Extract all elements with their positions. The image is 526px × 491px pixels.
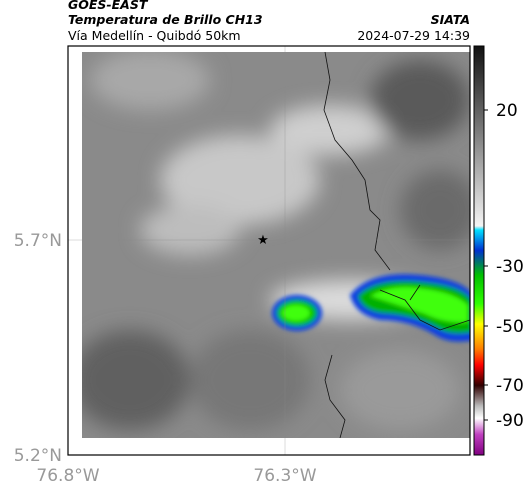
lat-label: 5.2°N <box>14 446 62 466</box>
location: Vía Medellín - Quibdó 50km <box>68 28 241 43</box>
colorbar-label: -90 <box>496 411 524 431</box>
lon-label: 76.8°W <box>36 466 99 486</box>
lon-label: 76.3°W <box>253 466 316 486</box>
colorbar-label: -70 <box>496 376 524 396</box>
satellite-image <box>82 52 470 438</box>
colorbar <box>473 45 485 456</box>
city-marker: ★ <box>257 233 269 248</box>
colorbar-label: -50 <box>496 317 524 337</box>
lat-label: 5.7°N <box>14 231 62 251</box>
map-frame <box>67 45 471 456</box>
datetime: 2024-07-29 14:39 <box>357 28 470 43</box>
source: SIATA <box>431 12 470 27</box>
colorbar-label: 20 <box>496 101 518 121</box>
colorbar-label: -30 <box>496 257 524 277</box>
subtitle: Temperatura de Brillo CH13 <box>68 12 263 27</box>
title: GOES-EAST <box>68 0 149 12</box>
